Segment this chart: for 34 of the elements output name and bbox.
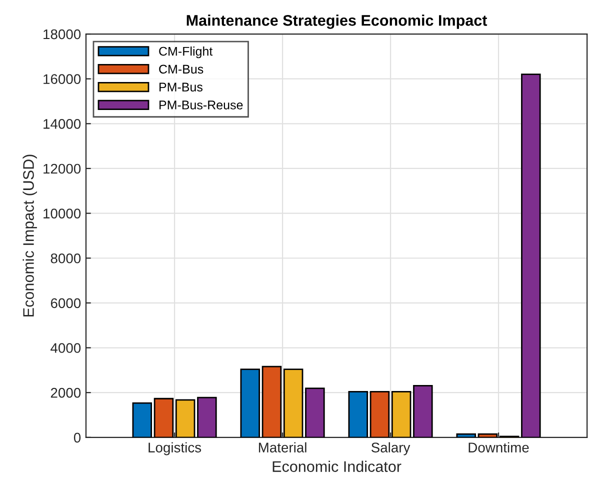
x-tick-label: Logistics <box>148 442 202 456</box>
y-tick-label: 2000 <box>50 388 81 398</box>
bar <box>348 390 368 438</box>
y-axis-title: Economic Impact (USD) <box>22 154 37 316</box>
bar <box>283 368 304 438</box>
legend-label: PM-Bus <box>160 82 202 92</box>
bar <box>413 384 433 438</box>
y-tick-label: 14000 <box>44 118 81 129</box>
x-axis-title: Economic Indicator <box>272 460 402 472</box>
chart-title: Maintenance Strategies Economic Impact <box>186 14 488 29</box>
y-tick-label: 10000 <box>44 208 81 218</box>
bar <box>262 366 282 438</box>
legend-label: CM-Flight <box>159 46 213 58</box>
x-tick-label: Salary <box>371 442 410 456</box>
y-tick-label: 0 <box>74 432 81 443</box>
bar <box>521 74 541 438</box>
legend-label: CM-Bus <box>159 64 204 74</box>
bar <box>240 368 260 438</box>
y-tick-label: 12000 <box>44 164 81 174</box>
x-tick-label: Material <box>258 442 306 452</box>
x-tick-label: Downtime <box>468 442 529 452</box>
bar <box>197 396 217 438</box>
y-tick-label: 18000 <box>44 29 81 40</box>
bar <box>305 388 325 438</box>
legend-label: PM-Bus-Reuse <box>160 100 243 110</box>
y-tick-label: 4000 <box>50 343 81 353</box>
y-tick-label: 8000 <box>50 253 81 264</box>
bar <box>391 390 412 438</box>
bar <box>175 399 196 438</box>
bar <box>370 390 390 438</box>
y-tick-label: 16000 <box>44 74 81 84</box>
y-tick-label: 6000 <box>50 298 81 308</box>
bar <box>132 402 152 438</box>
bar <box>154 398 174 438</box>
